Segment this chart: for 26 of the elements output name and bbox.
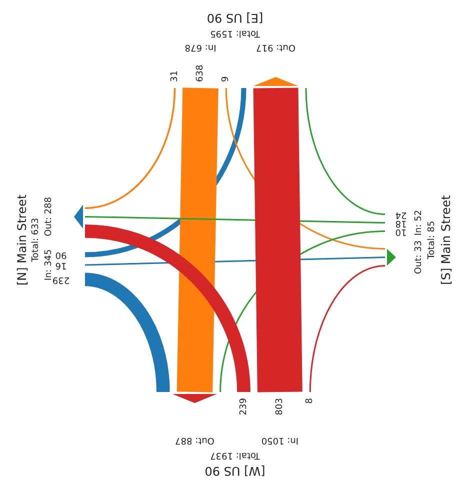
text: In: 345 (44, 249, 54, 281)
text: Total: 1937 (210, 450, 261, 460)
data-label: 239 (238, 398, 249, 416)
data-label: 31 (170, 70, 180, 82)
text: Out: 887 (175, 435, 214, 445)
text: In: 52 (414, 210, 424, 236)
text: Out: 288 (44, 196, 54, 236)
text: Out: 33 (414, 240, 424, 274)
text: In: 678 (184, 42, 216, 52)
data-label: 90 (55, 250, 67, 260)
data-label: 239 (52, 274, 70, 284)
text: In: 1050 (261, 435, 299, 445)
data-label: 803 (274, 398, 285, 416)
category-label: [E] US 90 (206, 11, 264, 25)
data-label: 24 (395, 209, 407, 220)
text: Total: 85 (427, 220, 437, 260)
data-label: 9 (221, 76, 232, 82)
text: Total: 633 (31, 218, 41, 264)
category-label: [S] Main Street (439, 194, 453, 285)
data-label: 16 (55, 260, 67, 270)
data-label: 638 (196, 64, 206, 82)
text: Total: 1595 (210, 28, 261, 38)
category-label: [N] Main Street (15, 194, 29, 286)
data-label: 8 (305, 398, 316, 404)
category-label: [W] US 90 (204, 464, 266, 478)
text: Out: 917 (256, 42, 296, 52)
